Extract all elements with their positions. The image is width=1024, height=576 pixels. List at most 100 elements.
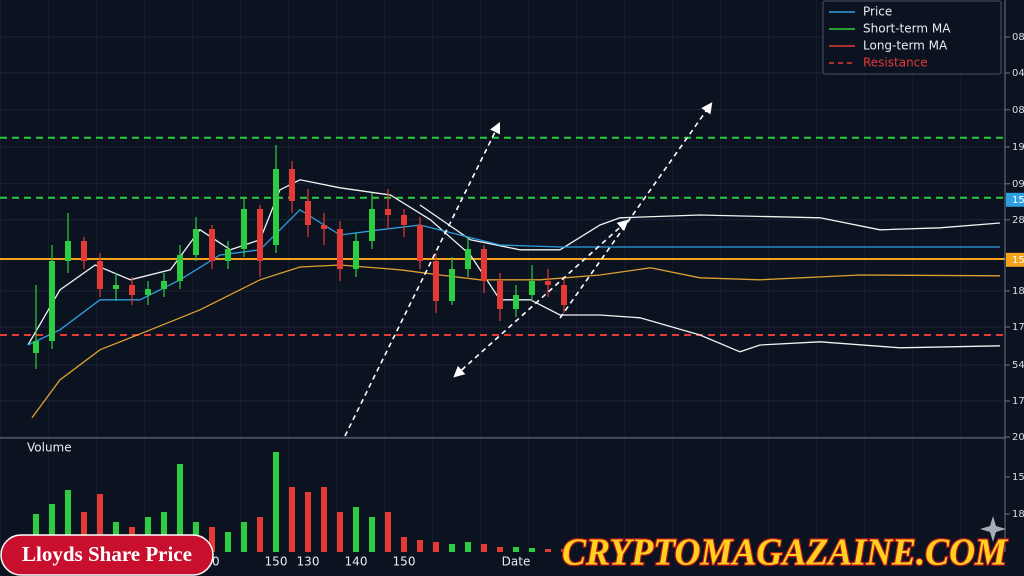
volume-bar [449, 544, 455, 552]
legend-label: Long-term MA [863, 39, 948, 53]
volume-bar [257, 517, 263, 552]
volume-bar [385, 512, 391, 552]
volume-bar [321, 487, 327, 552]
volume-bar [369, 517, 375, 552]
x-tick-label: 130 [297, 555, 320, 569]
price-badge [1006, 192, 1024, 207]
candle-body [401, 215, 407, 225]
candle-body [305, 201, 311, 225]
candle-body [129, 285, 135, 295]
volume-bar [481, 544, 487, 552]
watermark: CRYPTOMAGAZAINE.COM [562, 532, 1008, 574]
line-series [31, 264, 1001, 419]
volume-bar [305, 492, 311, 552]
candle-body [417, 225, 423, 261]
price-badge-label: 15 [1012, 195, 1024, 206]
volume-bar [161, 512, 167, 552]
candle-body [369, 209, 375, 241]
volume-bar [433, 542, 439, 552]
candle-body [337, 229, 343, 269]
candle-body [273, 169, 279, 245]
sparkle-icon [980, 516, 1006, 542]
arrow [453, 219, 629, 378]
banner-pill [0, 534, 214, 576]
y-tick-label: 18 [1012, 286, 1024, 297]
candle-body [289, 169, 295, 201]
x-tick-label: 150 [265, 555, 288, 569]
y-tick-label: 15 [1012, 472, 1024, 483]
volume-bar [465, 542, 471, 552]
y-tick-label: 17 [1012, 396, 1024, 407]
volume-bar [529, 548, 535, 552]
candle-body [385, 209, 391, 215]
trend-arrows [344, 102, 713, 437]
arrow [344, 121, 501, 437]
price-badge-label: 15 [1012, 255, 1024, 266]
candle-body [561, 285, 567, 305]
legend-label: Short-term MA [863, 22, 951, 36]
overlay-layer: 08 04 08 19 09 28 18 17 54 17 20 15 15 Price Short-ter… [27, 0, 1024, 569]
candle-body [497, 281, 503, 309]
candle-body [257, 209, 263, 261]
candle-body [513, 295, 519, 309]
volume-bar [273, 452, 279, 552]
y-tick-label: 28 [1012, 215, 1024, 226]
candle-body [113, 285, 119, 289]
volume-bar [49, 504, 55, 552]
banner-text: Lloyds Share Price [22, 542, 192, 566]
volume-bar [497, 547, 503, 552]
volume-bar [97, 494, 103, 552]
y-tick-label: 19 [1012, 142, 1024, 153]
volume-bar [561, 549, 567, 552]
candle-body [529, 281, 535, 295]
arrow [559, 102, 713, 319]
candle-body [465, 249, 471, 269]
candle-body [145, 289, 151, 295]
y-tick-label: 08 [1012, 32, 1024, 43]
candle-body [97, 261, 103, 289]
candle-body [161, 281, 167, 289]
vertical-grid [0, 0, 1005, 552]
candle-body [177, 255, 183, 281]
y-tick-label: 18 [1012, 509, 1024, 520]
volume-bar [225, 532, 231, 552]
y-tick-label: 09 [1012, 179, 1024, 190]
volume-bar [353, 507, 359, 552]
volume-bar [177, 464, 183, 552]
volume-bar [545, 549, 551, 552]
candle-body [81, 241, 87, 261]
x-tick-label: Date [502, 555, 531, 569]
candle-body [33, 341, 39, 353]
y-tick-label: 54 [1012, 360, 1024, 371]
candle-body [193, 229, 199, 255]
price-badge [1006, 252, 1024, 267]
y-tick-label: 17 [1012, 322, 1024, 333]
legend-label: Price [863, 5, 892, 19]
volume-bar [241, 522, 247, 552]
x-tick-label: 150 [393, 555, 416, 569]
candle-body [209, 229, 215, 261]
volume-bar [289, 487, 295, 552]
candle-body [241, 209, 247, 249]
legend-box [822, 0, 1002, 75]
volume-bar [337, 512, 343, 552]
candle-body [481, 249, 487, 281]
volume-bar [33, 514, 39, 552]
y-tick-label: 08 [1012, 105, 1024, 116]
candle-body [65, 241, 71, 261]
candle-body [449, 269, 455, 301]
volume-bar [401, 537, 407, 552]
candle-body [225, 249, 231, 261]
volume-bar [81, 512, 87, 552]
candle-body [353, 241, 359, 269]
candle-body [433, 261, 439, 301]
legend-label: Resistance [863, 56, 928, 70]
pane-title: Volume [27, 441, 72, 455]
volume-bar [209, 527, 215, 552]
candle-body [49, 261, 55, 341]
line-series [27, 179, 1001, 353]
volume-bar [417, 540, 423, 552]
banner: Lloyds Share Price [0, 534, 214, 576]
